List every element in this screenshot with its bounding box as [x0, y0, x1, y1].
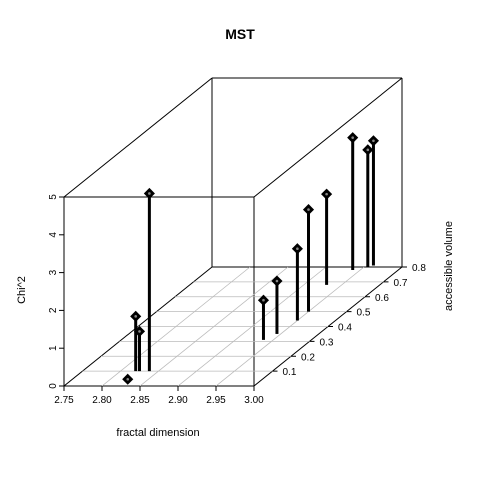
y-tick-label: 0.8	[412, 263, 426, 274]
data-point-center	[134, 315, 137, 318]
y-tick-label: 0.2	[301, 352, 315, 363]
y-tick-label: 0.7	[394, 278, 408, 289]
z-tick-label: 0	[48, 383, 59, 389]
x-axis-ticks: 2.75 2.80 2.85 2.90 2.95 3.00	[54, 386, 264, 406]
data-point-center	[366, 148, 370, 152]
box-edge	[253, 77, 403, 198]
data-point-center	[325, 192, 328, 196]
chart-title: MST	[225, 26, 255, 42]
y-tick-label: 0.4	[338, 323, 352, 334]
x-tick-label: 2.80	[92, 395, 112, 406]
x-axis-title: fractal dimension	[116, 427, 199, 439]
y-tick-label: 0.5	[357, 308, 371, 319]
data-point-center	[262, 298, 265, 302]
data-points	[122, 132, 380, 385]
y-tick-label: 0.1	[283, 367, 297, 378]
z-tick-label: 2	[48, 307, 59, 313]
y-axis-title: accessible volume	[443, 221, 455, 311]
x-tick-label: 2.90	[168, 395, 188, 406]
x-tick-label: 2.75	[54, 395, 74, 406]
x-tick-label: 2.95	[206, 395, 226, 406]
floor-grid	[82, 266, 384, 387]
data-point-center	[275, 279, 279, 283]
y-axis-ticks: 0.1 0.2 0.3 0.4 0.5 0.6 0.7 0.8	[272, 263, 426, 378]
z-axis-ticks: 0 1 2 3 4 5	[48, 194, 64, 389]
y-tick-label: 0.6	[375, 293, 389, 304]
y-tick-label: 0.3	[320, 337, 334, 348]
plot-box	[63, 77, 403, 387]
z-tick-label: 4	[48, 232, 59, 238]
data-point-center	[351, 136, 355, 139]
x-tick-label: 2.85	[130, 395, 150, 406]
data-point-center	[296, 247, 299, 251]
z-tick-label: 3	[48, 269, 59, 275]
z-tick-label: 1	[48, 345, 59, 351]
x-tick-label: 3.00	[244, 395, 264, 406]
data-point-center	[126, 377, 130, 381]
data-point-center	[138, 330, 141, 333]
data-point-center	[372, 139, 375, 143]
z-tick-label: 5	[48, 194, 59, 200]
data-point-center	[307, 208, 310, 211]
z-axis-title: Chi^2	[16, 276, 28, 304]
box-edge	[63, 77, 213, 198]
data-point-center	[148, 192, 151, 195]
